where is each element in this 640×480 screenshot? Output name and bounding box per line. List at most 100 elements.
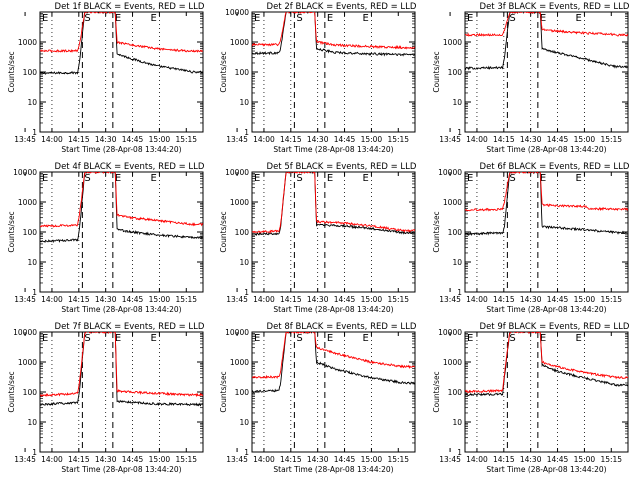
x-tick-label: 15:00 (149, 135, 171, 144)
event-marker-e: E (540, 333, 546, 344)
plot-frame (39, 11, 204, 133)
x-tick-label: 15:15 (600, 295, 622, 304)
y-axis-label: Counts/sec (219, 211, 228, 252)
series-events (252, 332, 415, 394)
panel-det-6f: Det 6f BLACK = Events, RED = LLD 13:45 14:… (432, 162, 630, 314)
panel-det-9f: Det 9f BLACK = Events, RED = LLD 13:45 14:… (432, 322, 630, 474)
x-tick-label: 15:15 (175, 135, 197, 144)
y-tick-label: 1 (457, 448, 462, 457)
x-tick-label: 14:15 (493, 135, 515, 144)
x-tick-label: 14:15 (280, 455, 302, 464)
series-lld (252, 12, 415, 50)
event-marker-e: E (115, 173, 121, 184)
y-axis-label: Counts/sec (432, 51, 441, 92)
y-tick-label: 1 (244, 448, 249, 457)
panel-title: Det 3f BLACK = Events, RED = LLD (480, 2, 630, 12)
y-tick-label: 1 (457, 128, 462, 137)
x-tick-label: 14:30 (520, 455, 542, 464)
event-marker-e: E (467, 173, 473, 184)
event-marker-s: S (509, 333, 515, 344)
series-events (465, 172, 628, 237)
event-marker-e: E (150, 333, 156, 344)
y-tick-label: 10 (27, 258, 37, 267)
series-events (40, 12, 203, 75)
y-axis-label: Counts/sec (219, 371, 228, 412)
event-marker-e: E (42, 333, 48, 344)
y-tick-label: 100 (235, 228, 250, 237)
x-tick-label: 13:45 (439, 295, 461, 304)
x-tick-label: 15:15 (600, 135, 622, 144)
x-tick-label: 14:45 (334, 295, 356, 304)
y-tick-label: 10 (452, 98, 462, 107)
series-events (252, 12, 415, 57)
event-marker-e: E (362, 333, 368, 344)
x-tick-label: 14:15 (493, 295, 515, 304)
y-tick-label: 100 (448, 68, 463, 77)
panel-title: Det 9f BLACK = Events, RED = LLD (480, 322, 630, 332)
x-tick-label: 13:45 (14, 135, 36, 144)
x-tick-label: 14:00 (253, 135, 275, 144)
event-marker-e: E (575, 13, 581, 24)
x-tick-label: 15:00 (149, 295, 171, 304)
event-marker-e: E (362, 173, 368, 184)
series-lld (40, 12, 203, 53)
x-tick-label: 14:30 (307, 135, 329, 144)
x-tick-label: 14:45 (547, 295, 569, 304)
y-tick-label: 100 (23, 68, 38, 77)
x-tick-label: 15:15 (175, 455, 197, 464)
event-marker-e: E (575, 173, 581, 184)
series-lld (252, 172, 415, 234)
x-tick-label: 14:00 (466, 135, 488, 144)
x-tick-label: 14:45 (334, 135, 356, 144)
y-tick-label: 10 (27, 98, 37, 107)
y-tick-label: 10000 (225, 168, 249, 177)
x-tick-label: 14:00 (41, 295, 63, 304)
y-axis-label: Counts/sec (7, 211, 16, 252)
x-tick-label: 15:15 (387, 455, 409, 464)
x-tick-label: 13:45 (226, 295, 248, 304)
x-axis-label: Start Time (28-Apr-08 13:44:20) (61, 145, 181, 154)
event-marker-s: S (296, 173, 302, 184)
x-tick-label: 14:15 (68, 295, 90, 304)
y-tick-label: 1000 (230, 38, 249, 47)
y-tick-label: 1 (32, 448, 37, 457)
x-tick-label: 15:00 (574, 135, 596, 144)
panel-det-7f: Det 7f BLACK = Events, RED = LLD 13:45 14:… (7, 322, 205, 474)
event-marker-e: E (540, 173, 546, 184)
x-tick-label: 14:30 (95, 135, 117, 144)
y-tick-label: 1 (32, 288, 37, 297)
x-tick-label: 14:15 (280, 135, 302, 144)
x-tick-label: 14:00 (253, 455, 275, 464)
y-tick-label: 1 (244, 128, 249, 137)
x-tick-label: 14:00 (41, 135, 63, 144)
y-tick-label: 1000 (18, 358, 37, 367)
y-axis-label: Counts/sec (432, 211, 441, 252)
x-tick-label: 14:30 (520, 135, 542, 144)
event-marker-e: E (467, 333, 473, 344)
y-tick-label: 1 (457, 288, 462, 297)
y-tick-label: 10000 (438, 168, 462, 177)
event-marker-e: E (150, 173, 156, 184)
y-tick-label: 100 (448, 228, 463, 237)
event-marker-e: E (575, 333, 581, 344)
series-events (465, 12, 628, 71)
y-tick-label: 10 (239, 258, 249, 267)
series-lld (465, 172, 628, 212)
series-events (252, 172, 415, 237)
y-tick-label: 10000 (225, 8, 249, 17)
panel-title: Det 4f BLACK = Events, RED = LLD (55, 162, 205, 172)
panel-det-5f: Det 5f BLACK = Events, RED = LLD 13:45 14:… (219, 162, 417, 314)
x-tick-label: 14:30 (307, 295, 329, 304)
panel-det-3f: Det 3f BLACK = Events, RED = LLD 13:45 14:… (432, 2, 630, 154)
x-axis-label: Start Time (28-Apr-08 13:44:20) (486, 145, 606, 154)
plot-frame (251, 331, 416, 453)
x-tick-label: 13:45 (439, 135, 461, 144)
series-events (40, 172, 203, 244)
x-axis-label: Start Time (28-Apr-08 13:44:20) (61, 305, 181, 314)
event-marker-e: E (540, 13, 546, 24)
event-marker-s: S (296, 13, 302, 24)
y-tick-label: 10 (452, 418, 462, 427)
x-tick-label: 14:15 (280, 295, 302, 304)
x-axis-label: Start Time (28-Apr-08 13:44:20) (273, 465, 393, 474)
event-marker-e: E (42, 13, 48, 24)
